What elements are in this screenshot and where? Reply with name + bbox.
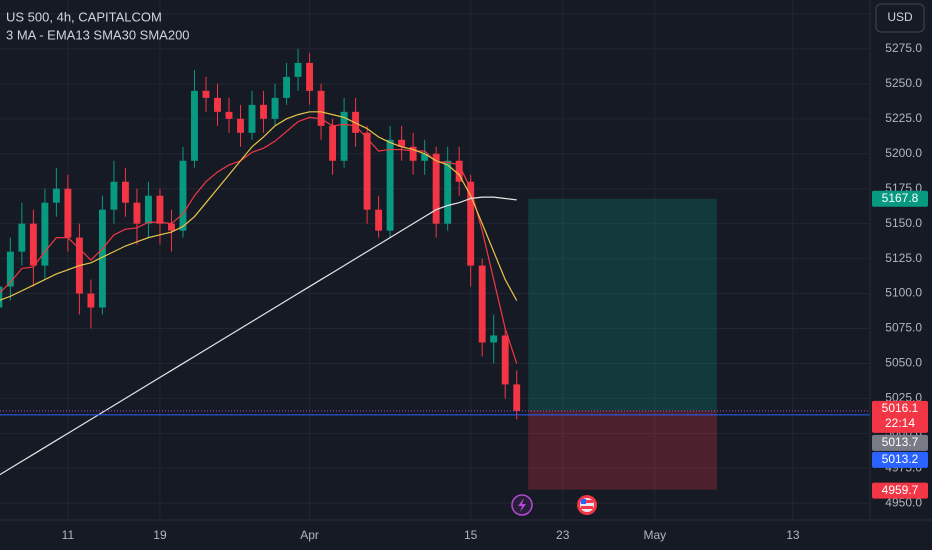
candle-body [501, 335, 509, 385]
candle-body [294, 62, 302, 77]
candle-body [260, 104, 267, 119]
countdown-label: 22:14 [885, 416, 915, 430]
x-tick-label: 19 [153, 528, 167, 542]
candle-body [214, 97, 221, 112]
candle-body [0, 286, 3, 308]
ask-tag [872, 451, 928, 468]
candle-body [271, 97, 279, 119]
candle-body [409, 146, 417, 161]
candle-body [352, 111, 360, 133]
candle-body [110, 181, 118, 210]
y-tick-label: 5125.0 [885, 251, 922, 265]
candle-body [375, 209, 383, 231]
flag-stripe [581, 500, 593, 503]
currency-label[interactable]: USD [887, 10, 913, 24]
candle-body [490, 335, 498, 343]
candle-body [168, 223, 175, 231]
candle-body [225, 111, 233, 119]
profit-zone [528, 198, 717, 411]
target-tag [872, 190, 928, 207]
candle-body [191, 90, 198, 161]
candle-body [306, 62, 314, 91]
x-tick-label: 23 [556, 528, 570, 542]
candle-body [41, 202, 49, 266]
candle-body [202, 90, 210, 98]
candle-body [64, 188, 72, 238]
x-tick-label: 15 [464, 528, 478, 542]
candle-body [317, 90, 325, 126]
candle-body [248, 104, 256, 133]
candle-body [386, 139, 394, 231]
x-tick-label: May [643, 528, 666, 542]
candle-body [18, 223, 26, 252]
last-price-tag [872, 400, 928, 433]
candle-body [329, 125, 337, 161]
stop-tag [872, 482, 928, 499]
candle-body [398, 139, 406, 147]
currency-button[interactable] [875, 3, 925, 33]
y-tick-label: 5075.0 [885, 321, 922, 335]
candle-body [87, 293, 95, 308]
candle-body [363, 132, 371, 210]
y-tick-label: 5250.0 [885, 76, 922, 90]
y-tick-label: 5275.0 [885, 41, 922, 55]
candle-body [145, 195, 152, 224]
candle-body [421, 153, 429, 161]
bid-tag-label: 5013.7 [882, 435, 919, 449]
y-tick-label: 5050.0 [885, 356, 922, 370]
lightning-icon [518, 498, 526, 512]
chart-title: US 500, 4h, CAPITALCOM [6, 9, 162, 24]
moving-average [0, 111, 518, 301]
y-tick-label: 5100.0 [885, 286, 922, 300]
y-tick-label: 5225.0 [885, 111, 922, 125]
candle-body [98, 209, 106, 308]
candle-body [478, 265, 486, 343]
indicator-label: 3 MA - EMA13 SMA30 SMA200 [6, 27, 190, 42]
loss-zone [528, 410, 717, 490]
last-price-tag-label: 5016.1 [882, 401, 919, 415]
x-tick-label: 11 [62, 528, 75, 542]
candle-body [444, 160, 452, 224]
candle-body [340, 111, 348, 161]
candle-body [133, 202, 141, 224]
candle-body [52, 188, 60, 203]
moving-average [0, 196, 517, 476]
grid [0, 0, 870, 520]
candle-body [455, 160, 463, 182]
candle-body [156, 195, 164, 224]
flag-canton [581, 499, 586, 504]
candle-body [432, 153, 440, 224]
target-tag-label: 5167.8 [882, 191, 919, 205]
y-tick-label: 5200.0 [885, 146, 922, 160]
candle-body [29, 223, 37, 266]
x-tick-label: 13 [786, 528, 800, 542]
flag-stripe [581, 506, 593, 509]
candle-body [283, 76, 290, 98]
candle-body [513, 384, 521, 411]
candle-body [467, 181, 475, 266]
bid-tag [872, 434, 928, 451]
candle-body [237, 118, 244, 133]
x-tick-label: Apr [300, 528, 319, 542]
candle-body [121, 181, 129, 203]
ask-tag-label: 5013.2 [882, 452, 919, 466]
y-tick-label: 5150.0 [885, 216, 922, 230]
candle-body [6, 251, 14, 287]
stop-tag-label: 4959.7 [882, 483, 919, 497]
candle-body [179, 160, 187, 231]
y-tick-label: 4950.0 [885, 495, 922, 509]
plot [0, 48, 870, 490]
